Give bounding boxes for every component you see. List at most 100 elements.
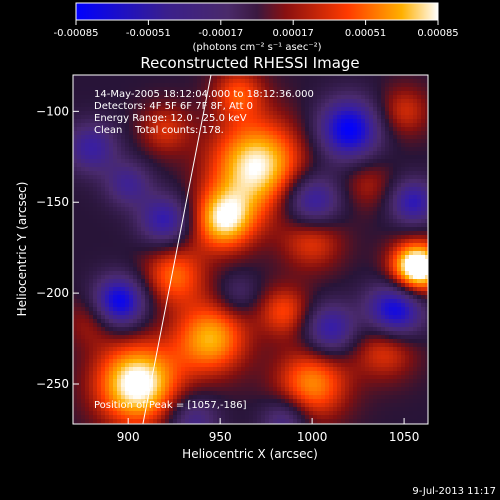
heatmap-cell xyxy=(177,99,182,104)
heatmap-cell xyxy=(261,219,266,224)
heatmap-cell xyxy=(101,411,106,416)
heatmap-cell xyxy=(221,403,226,408)
heatmap-cell xyxy=(261,271,266,276)
heatmap-cell xyxy=(157,267,162,272)
heatmap-cell xyxy=(169,299,174,304)
heatmap-cell xyxy=(105,323,110,328)
heatmap-cell xyxy=(241,407,246,412)
heatmap-cell xyxy=(289,151,294,156)
heatmap-cell xyxy=(73,111,78,116)
heatmap-cell xyxy=(177,271,182,276)
heatmap-cell xyxy=(205,159,210,164)
heatmap-cell xyxy=(189,199,194,204)
heatmap-cell xyxy=(165,399,170,404)
heatmap-cell xyxy=(137,323,142,328)
heatmap-cell xyxy=(97,263,102,268)
heatmap-cell xyxy=(85,151,90,156)
heatmap-cell xyxy=(277,223,282,228)
heatmap-cell xyxy=(125,391,130,396)
heatmap-cell xyxy=(165,227,170,232)
heatmap-cell xyxy=(261,279,266,284)
heatmap-cell xyxy=(105,127,110,132)
heatmap-cell xyxy=(165,195,170,200)
heatmap-cell xyxy=(125,307,130,312)
heatmap-cell xyxy=(277,267,282,272)
heatmap-cell xyxy=(85,215,90,220)
heatmap-cell xyxy=(157,155,162,160)
heatmap-cell xyxy=(97,255,102,260)
heatmap-cell xyxy=(113,87,118,92)
heatmap-cell xyxy=(273,327,278,332)
heatmap-cell xyxy=(153,375,158,380)
heatmap-cell xyxy=(77,107,82,112)
heatmap-cell xyxy=(153,131,158,136)
heatmap-cell xyxy=(141,227,146,232)
heatmap-cell xyxy=(273,211,278,216)
heatmap-cell xyxy=(217,315,222,320)
heatmap-cell xyxy=(85,355,90,360)
heatmap-cell xyxy=(241,227,246,232)
heatmap-cell xyxy=(261,251,266,256)
heatmap-cell xyxy=(197,323,202,328)
heatmap-cell xyxy=(233,287,238,292)
heatmap-cell xyxy=(97,95,102,100)
heatmap-cell xyxy=(193,351,198,356)
heatmap-cell xyxy=(149,87,154,92)
heatmap-cell xyxy=(133,187,138,192)
heatmap-cell xyxy=(205,219,210,224)
heatmap-cell xyxy=(133,235,138,240)
heatmap-cell xyxy=(161,379,166,384)
heatmap-cell xyxy=(85,271,90,276)
heatmap-cell xyxy=(265,211,270,216)
heatmap-cell xyxy=(273,143,278,148)
heatmap-cell xyxy=(101,75,106,80)
heatmap-cell xyxy=(89,379,94,384)
heatmap-cell xyxy=(217,399,222,404)
heatmap-cell xyxy=(129,159,134,164)
heatmap-cell xyxy=(181,375,186,380)
heatmap-cell xyxy=(285,91,290,96)
heatmap-cell xyxy=(257,255,262,260)
heatmap-cell xyxy=(97,411,102,416)
heatmap-cell xyxy=(113,395,118,400)
heatmap-cell xyxy=(129,319,134,324)
heatmap-cell xyxy=(249,79,254,84)
heatmap-cell xyxy=(253,243,258,248)
heatmap-cell xyxy=(101,211,106,216)
heatmap-cell xyxy=(289,335,294,340)
heatmap-cell xyxy=(233,399,238,404)
heatmap-cell xyxy=(109,295,114,300)
heatmap-cell xyxy=(245,387,250,392)
heatmap-cell xyxy=(109,243,114,248)
heatmap-cell xyxy=(241,315,246,320)
heatmap-cell xyxy=(257,123,262,128)
heatmap-cell xyxy=(189,263,194,268)
heatmap-cell xyxy=(225,215,230,220)
heatmap-cell xyxy=(257,367,262,372)
heatmap-cell xyxy=(81,375,86,380)
heatmap-cell xyxy=(181,167,186,172)
heatmap-cell xyxy=(169,211,174,216)
heatmap-cell xyxy=(149,75,154,80)
heatmap-cell xyxy=(81,87,86,92)
heatmap-cell xyxy=(161,195,166,200)
heatmap-cell xyxy=(177,375,182,380)
heatmap-cell xyxy=(297,99,302,104)
heatmap-cell xyxy=(89,107,94,112)
heatmap-cell xyxy=(257,167,262,172)
heatmap-cell xyxy=(121,91,126,96)
heatmap-cell xyxy=(141,115,146,120)
heatmap-cell xyxy=(273,99,278,104)
heatmap-cell xyxy=(181,243,186,248)
heatmap-cell xyxy=(113,371,118,376)
heatmap-cell xyxy=(141,131,146,136)
heatmap-cell xyxy=(221,171,226,176)
heatmap-cell xyxy=(113,387,118,392)
heatmap-cell xyxy=(169,87,174,92)
heatmap-cell xyxy=(269,235,274,240)
heatmap-cell xyxy=(125,403,130,408)
heatmap-cell xyxy=(201,303,206,308)
heatmap-cell xyxy=(129,295,134,300)
heatmap-cell xyxy=(289,267,294,272)
heatmap-cell xyxy=(253,171,258,176)
